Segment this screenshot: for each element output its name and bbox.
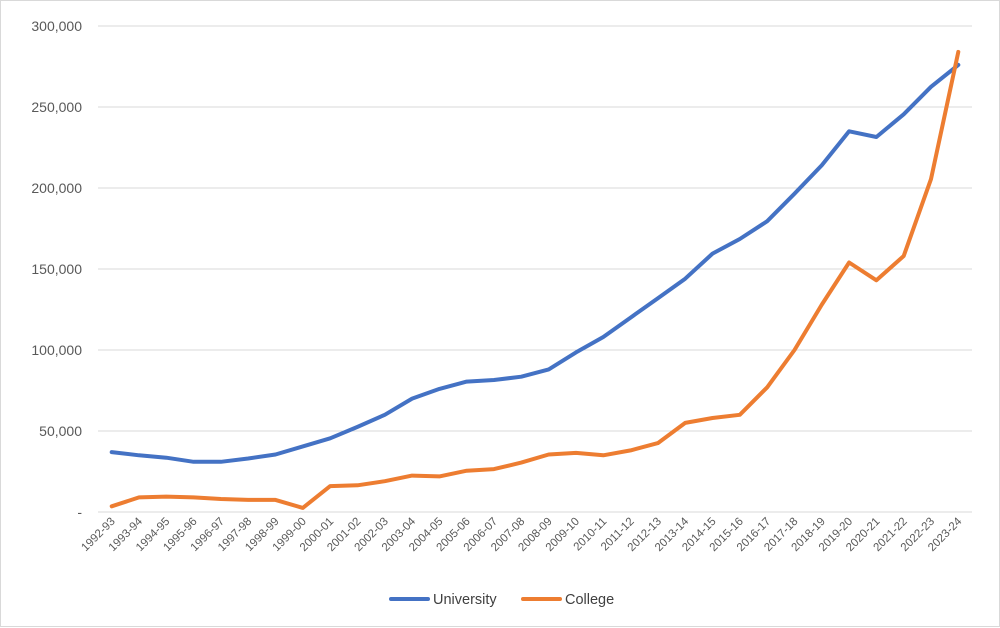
y-tick-label: 50,000	[39, 423, 82, 439]
y-tick-label: 100,000	[31, 342, 82, 358]
y-tick-label: 150,000	[31, 261, 82, 277]
y-tick-label: -	[77, 504, 82, 520]
legend-item-university: University	[389, 592, 497, 608]
gridlines	[98, 25, 972, 513]
y-tick-label: 200,000	[31, 180, 82, 196]
legend: University College	[389, 592, 614, 608]
series-line	[109, 62, 961, 464]
y-tick-label: 300,000	[31, 18, 82, 34]
series-line	[109, 49, 961, 510]
legend-item-college: College	[521, 592, 614, 608]
y-tick-label: 250,000	[31, 99, 82, 115]
legend-label: University	[433, 592, 497, 608]
y-axis-tick-labels: - 50,000 100,000 150,000 200,000 250,000 300,0…	[31, 18, 82, 520]
series-college	[109, 49, 961, 510]
series-lines	[109, 49, 961, 510]
x-axis-tick-labels: 1992-931993-941994-951995-961996-971997-…	[79, 515, 964, 554]
legend-label: College	[565, 592, 614, 608]
series-university	[109, 62, 961, 464]
